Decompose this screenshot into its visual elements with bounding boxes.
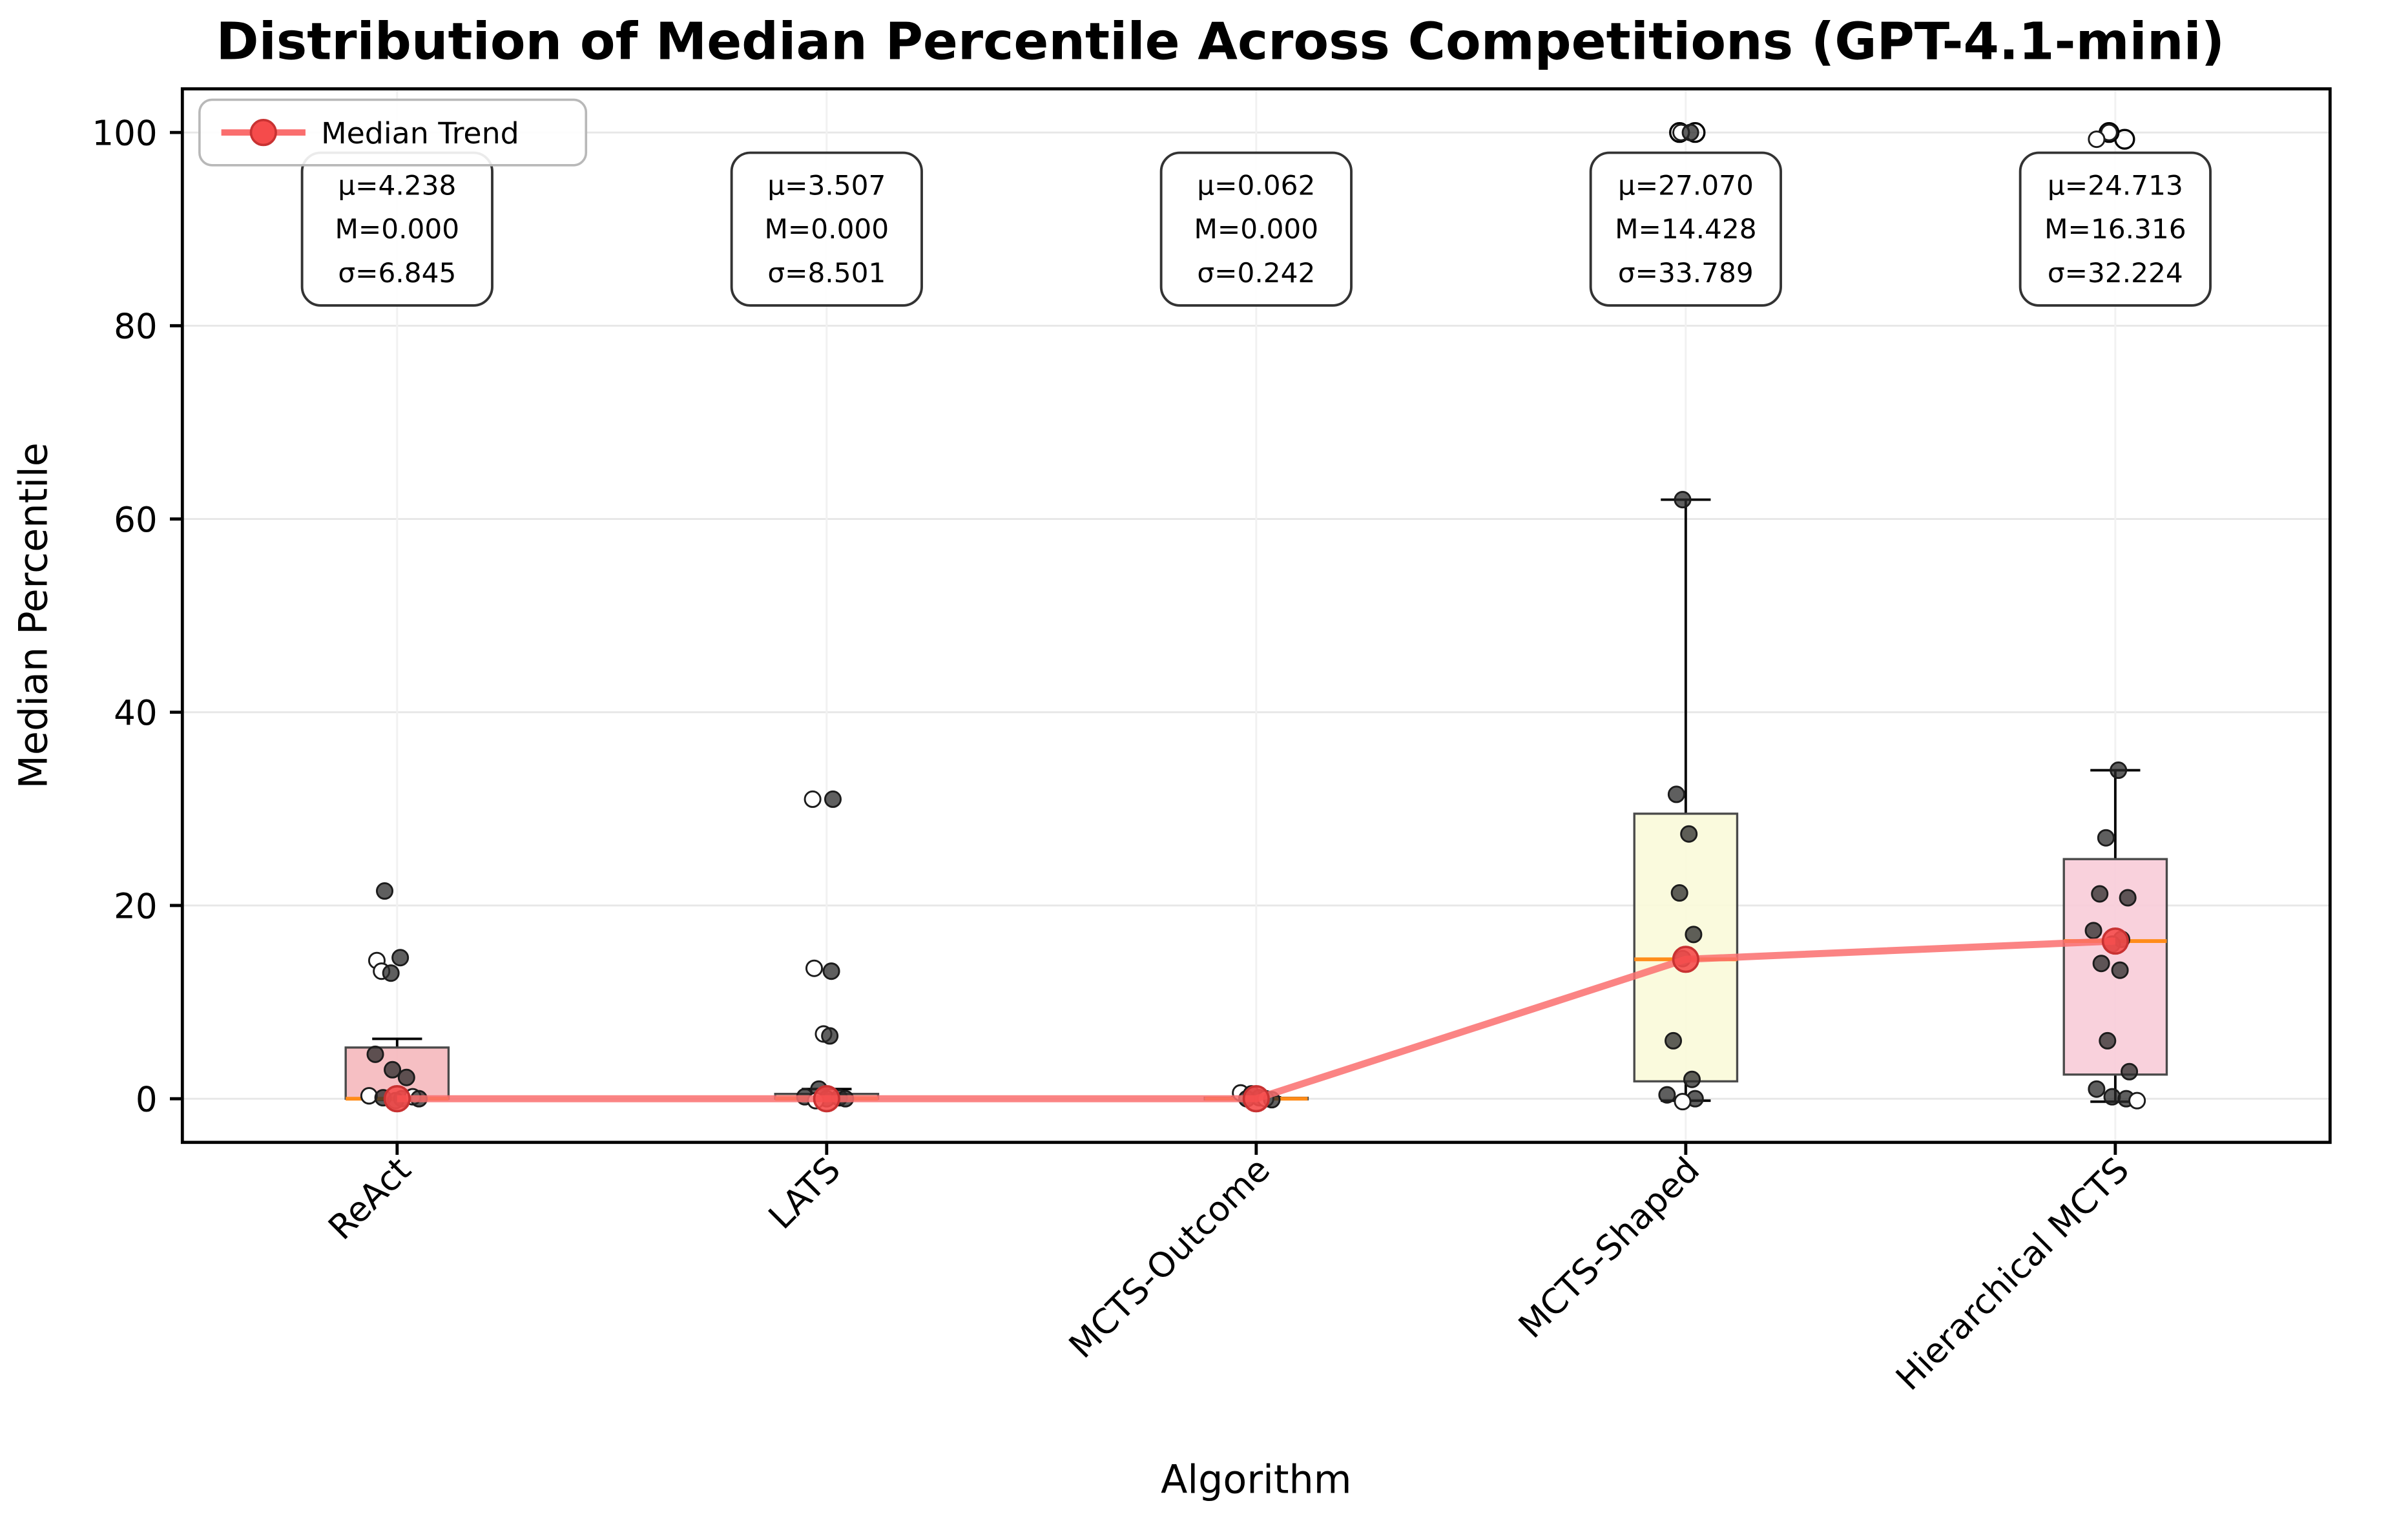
data-point [384,1061,402,1079]
chart-title: Distribution of Median Percentile Across… [216,12,2225,72]
legend-label: Median Trend [321,116,519,150]
stat-text: μ=24.713 [2048,170,2183,202]
data-point [382,964,400,982]
data-point [1658,1086,1676,1104]
stat-box-MCTS-Shaped [1589,151,1782,307]
stat-text: μ=3.507 [767,170,886,202]
median-trend-line [383,927,2129,1113]
x-tick-label: LATS [761,1150,848,1237]
y-tick-label: 60 [114,500,158,540]
x-tick-label: MCTS-Shaped [1511,1150,1707,1346]
stat-text: μ=4.238 [338,170,456,202]
x-tick-label: ReAct [320,1150,419,1248]
stat-box-MCTS-Outcome [1159,151,1353,307]
data-point [1685,926,1703,944]
trend-marker [1672,946,1699,973]
data-point [391,949,410,967]
y-tick-label: 40 [114,693,158,733]
data-point [804,790,822,808]
data-point [360,1087,378,1105]
y-tick-label: 20 [114,886,158,926]
data-point [805,959,824,977]
stat-text: μ=0.062 [1197,170,1315,202]
y-axis-label: Median Percentile [11,442,56,789]
legend: Median Trend [198,98,588,167]
data-point [366,1045,384,1063]
x-tick-label: MCTS-Outcome [1061,1150,1278,1366]
y-tick-label: 0 [136,1079,158,1119]
stat-text: M=14.428 [1615,213,1757,245]
data-point [1665,1031,1683,1050]
data-point [397,1068,415,1086]
data-point [2111,961,2129,979]
data-point [822,962,840,980]
x-tick-label: Hierarchical MCTS [1888,1150,2137,1398]
trend-marker [813,1085,840,1113]
data-point [1680,825,1698,843]
stat-text: M=0.000 [764,213,889,245]
stat-text: μ=27.070 [1618,170,1754,202]
stat-annotations: μ=4.238 M=0.000 σ=6.845 μ=3.507 M=0.000 σ=8.5… [300,151,2212,307]
data-point [2110,761,2128,780]
data-point [1670,884,1688,902]
data-point [1667,785,1685,803]
stat-text: σ=32.224 [2048,257,2183,289]
data-point [2099,1031,2117,1050]
trend-marker [2101,927,2129,955]
stat-text: σ=6.845 [338,257,456,289]
x-axis-label: Algorithm [1161,1458,1351,1503]
stat-box-Hierarchical MCTS [2019,151,2212,307]
data-point [376,882,394,900]
stat-box-LATS [730,151,923,307]
plot-frame [180,87,2332,1144]
trend-marker [383,1085,411,1113]
stat-text: M=16.316 [2044,213,2186,245]
data-point [2121,1062,2139,1081]
data-point [2088,130,2106,149]
stat-text: σ=8.501 [767,257,886,289]
legend-box [198,98,588,167]
data-point [2128,1092,2146,1110]
data-point [2103,1088,2121,1106]
data-point [2097,829,2115,847]
stat-text: M=0.000 [335,213,459,245]
data-point [1674,1093,1692,1111]
y-tick-label: 80 [114,307,158,347]
data-point [821,1027,839,1045]
y-tick-label: 100 [92,113,157,153]
data-point [2091,885,2109,903]
legend-trend-marker [249,119,277,147]
stat-text: M=0.000 [1194,213,1318,245]
data-point [1681,123,1699,141]
data-point [2088,1080,2106,1098]
flier-Hierarchical MCTS [2114,129,2135,150]
data-point [2092,955,2110,973]
data-point [1674,491,1692,509]
stat-text: σ=0.242 [1197,257,1315,289]
data-point [824,790,842,808]
stat-text: σ=33.789 [1618,257,1754,289]
trend-marker [1242,1085,1270,1113]
data-point [2119,889,2137,907]
data-point [2084,922,2102,940]
data-point [1683,1070,1701,1088]
